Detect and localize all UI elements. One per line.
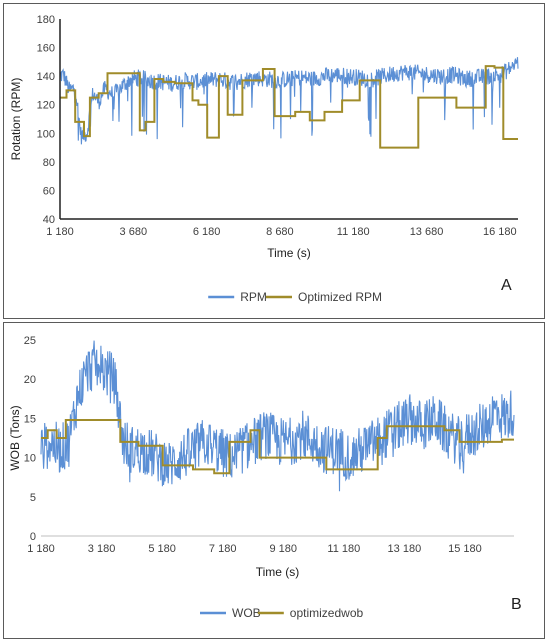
series-line-optimizedwob xyxy=(41,419,514,475)
y-tick-label: 60 xyxy=(43,185,55,197)
series-line-optimized-rpm xyxy=(60,65,518,149)
x-tick-label: 9 180 xyxy=(269,543,297,555)
y-tick-label: 80 xyxy=(43,157,55,169)
x-tick-label: 3 680 xyxy=(120,226,148,238)
y-axis-title: Rotation (RPM) xyxy=(9,78,23,161)
x-tick-label: 11 180 xyxy=(337,226,370,238)
wob-chart: 0 5 10 15 20 25 1 180 3 180 5 180 7 180 9 180 11 18… xyxy=(8,335,522,620)
x-axis-title: Time (s) xyxy=(267,246,311,260)
chart-panel-a: 40 60 80 100 120 140 160 180 1 180 3 680 6 180 8 68… xyxy=(3,3,545,319)
y-tick-label: 15 xyxy=(24,413,36,425)
y-tick-label: 10 xyxy=(24,453,36,465)
y-tick-label: 140 xyxy=(37,71,55,83)
series-line-rpm xyxy=(59,57,519,145)
y-tick-label: 160 xyxy=(37,43,55,55)
x-axis-title: Time (s) xyxy=(256,565,300,579)
y-tick-label: 25 xyxy=(24,335,36,347)
rpm-chart: 40 60 80 100 120 140 160 180 1 180 3 680 6 180 8 68… xyxy=(9,14,519,304)
x-tick-label: 13 180 xyxy=(388,543,422,555)
x-tick-label: 7 180 xyxy=(209,543,237,555)
y-tick-label: 120 xyxy=(37,100,55,112)
x-tick-label: 16 180 xyxy=(483,226,517,238)
panel-label: B xyxy=(511,596,522,613)
x-tick-label: 5 180 xyxy=(148,543,176,555)
x-tick-label: 11 180 xyxy=(327,543,360,555)
chart-panel-b: 0 5 10 15 20 25 1 180 3 180 5 180 7 180 9 180 11 18… xyxy=(3,322,545,639)
y-axis-title: WOB (Tons) xyxy=(8,405,22,470)
x-tick-label: 15 180 xyxy=(448,543,482,555)
y-tick-label: 0 xyxy=(30,531,36,543)
series-line-wob xyxy=(40,340,515,492)
x-tick-label: 13 680 xyxy=(410,226,444,238)
y-tick-label: 20 xyxy=(24,374,36,386)
y-tick-label: 100 xyxy=(37,128,55,140)
legend-label: WOB xyxy=(232,606,261,620)
legend-label: RPM xyxy=(240,290,267,304)
legend-label: Optimized RPM xyxy=(298,290,382,304)
x-tick-label: 1 180 xyxy=(27,543,55,555)
y-tick-label: 5 xyxy=(30,492,36,504)
panel-label: A xyxy=(501,277,512,294)
y-tick-label: 40 xyxy=(43,214,55,226)
legend-label: optimizedwob xyxy=(290,606,364,620)
x-tick-label: 8 680 xyxy=(266,226,294,238)
y-tick-label: 180 xyxy=(37,14,55,26)
x-tick-label: 6 180 xyxy=(193,226,221,238)
x-tick-label: 3 180 xyxy=(88,543,116,555)
x-tick-label: 1 180 xyxy=(46,226,74,238)
